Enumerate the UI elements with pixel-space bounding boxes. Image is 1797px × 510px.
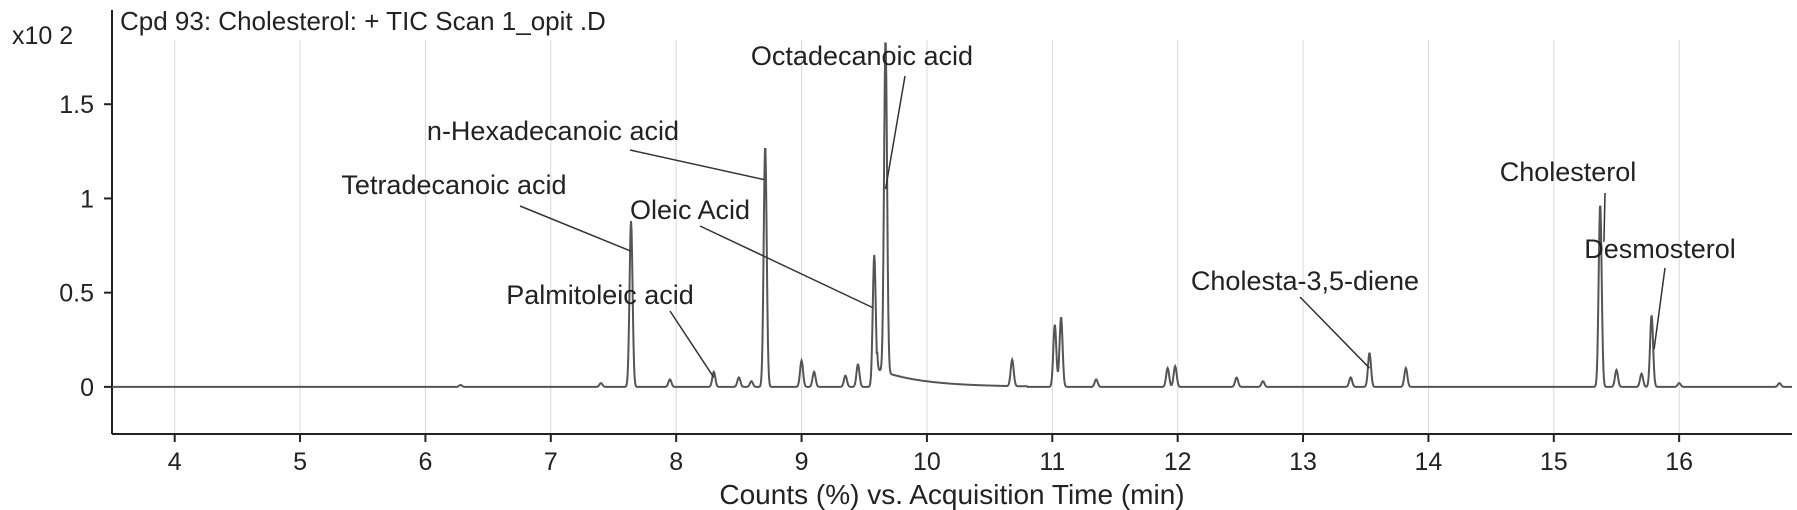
annotation-label: Palmitoleic acid: [506, 280, 694, 310]
x-axis-title: Counts (%) vs. Acquisition Time (min): [719, 479, 1184, 510]
y-multiplier-label: x10 2: [12, 22, 73, 50]
x-tick-label: 11: [1039, 448, 1065, 476]
annotation-leader: [519, 205, 632, 252]
x-tick-labels: 4 5 6 7 8 9 10 11 12 13 14 15 16: [168, 448, 1693, 476]
annotation-label: Octadecanoic acid: [751, 41, 973, 71]
x-tick-label: 6: [418, 448, 432, 476]
x-tick-label: 16: [1665, 448, 1693, 476]
tic-trace: [112, 42, 1792, 388]
annotation-label: Desmosterol: [1584, 234, 1736, 264]
x-tick-label: 7: [544, 448, 558, 476]
y-tick-label: 1: [80, 185, 94, 213]
annotation-leader: [669, 310, 715, 378]
x-grid: [174, 40, 1680, 434]
x-tick-label: 10: [913, 448, 941, 476]
annotation-leader: [1603, 192, 1606, 242]
annotation-leader: [629, 149, 765, 181]
x-tick-label: 9: [795, 448, 809, 476]
axes: [104, 10, 1792, 442]
x-tick-label: 5: [293, 448, 307, 476]
annotation-label: Oleic Acid: [630, 195, 750, 225]
annotation-leader: [884, 75, 906, 190]
y-tick-label: 1.5: [59, 91, 94, 119]
chart-title: Cpd 93: Cholesterol: + TIC Scan 1_opit .…: [120, 6, 606, 36]
y-tick-label: 0: [80, 374, 94, 402]
x-tick-label: 8: [669, 448, 683, 476]
x-tick-label: 4: [168, 448, 182, 476]
y-tick-label: 0.5: [59, 280, 94, 308]
annotation-label: Tetradecanoic acid: [341, 170, 566, 200]
annotation-leaders: [519, 75, 1666, 378]
annotation-label: Cholesterol: [1500, 157, 1637, 187]
y-tick-labels: 0 0.5 1 1.5: [59, 91, 94, 402]
x-tick-label: 15: [1540, 448, 1568, 476]
annotation-leader: [1653, 267, 1666, 350]
x-tick-label: 12: [1164, 448, 1192, 476]
annotation-label: n-Hexadecanoic acid: [427, 116, 679, 146]
annotation-labels: Octadecanoic acid n-Hexadecanoic acid Tetr…: [341, 41, 1735, 310]
annotation-leader: [1299, 296, 1371, 369]
x-tick-label: 14: [1415, 448, 1443, 476]
annotation-label: Cholesta-3,5-diene: [1191, 266, 1419, 296]
annotation-leader: [699, 225, 874, 309]
x-tick-label: 13: [1289, 448, 1317, 476]
